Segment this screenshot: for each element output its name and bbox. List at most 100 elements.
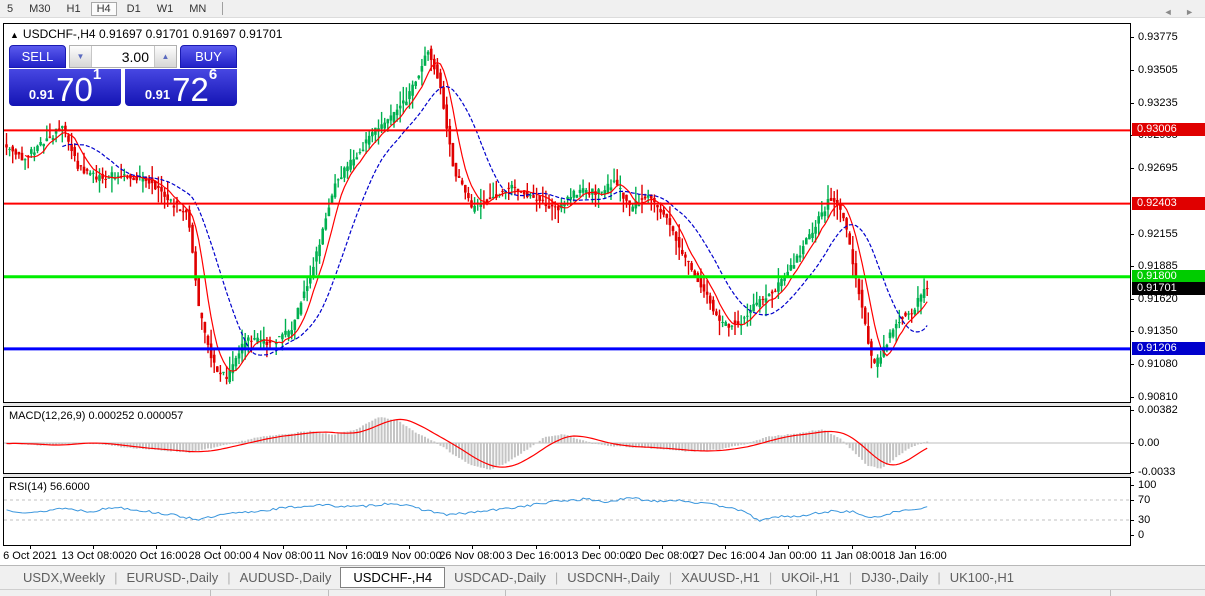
rsi-tick-label: 0	[1138, 529, 1145, 541]
price-tick-mark	[1130, 299, 1134, 300]
tab-usdx-weekly[interactable]: USDX,Weekly	[23, 570, 106, 585]
price-tick-label: 0.93505	[1138, 64, 1178, 76]
chart-tab-bar: USDX,Weekly | EURUSD-,Daily | AUDUSD-,Daily U…	[0, 565, 1205, 589]
time-tick-label: 20 Oct 16:00	[124, 550, 188, 562]
price-tick-mark	[1130, 266, 1134, 267]
buy-price-prefix: 0.91	[144, 87, 171, 102]
sell-price-box[interactable]: 0.91 70 1	[9, 67, 121, 106]
macd-chart-surface[interactable]	[4, 407, 1130, 473]
timeframe-button-5[interactable]: 5	[7, 2, 14, 15]
price-tick-label: 0.93775	[1138, 31, 1178, 43]
price-level-badge: 0.91206	[1132, 342, 1205, 355]
current-price-badge: 0.91701	[1132, 282, 1205, 295]
collapse-triangle-icon[interactable]: ▲	[10, 30, 19, 40]
tab-dj30-daily[interactable]: DJ30-,Daily	[861, 570, 929, 585]
tab-separator: |	[668, 570, 673, 585]
toolbar-separator	[222, 2, 224, 15]
rsi-panel: RSI(14) 56.6000	[3, 477, 1131, 546]
symbol-name: USDCHF-,H4	[22, 27, 96, 41]
price-tick-mark	[1130, 364, 1134, 365]
rsi-tick-label: 30	[1138, 514, 1151, 526]
time-tick-label: 4 Jan 00:00	[759, 550, 817, 562]
timeframe-button-w1[interactable]: W1	[156, 2, 174, 15]
time-tick-label: 26 Nov 08:00	[439, 550, 505, 562]
rsi-tick-mark	[1130, 520, 1134, 521]
price-axis: 0.937750.935050.932350.929650.926950.921…	[1130, 0, 1205, 596]
price-tick-label: 0.90810	[1138, 391, 1178, 403]
tab-ukoil-h1[interactable]: UKOil-,H1	[781, 570, 840, 585]
price-tick-mark	[1130, 234, 1134, 235]
timeframe-toolbar: 5 M30 H1 H4 D1 W1 MN	[0, 0, 1205, 18]
rsi-chart-surface[interactable]	[4, 478, 1130, 545]
tab-eurusd-daily[interactable]: EURUSD-,Daily	[126, 570, 219, 585]
price-tick-mark	[1130, 331, 1134, 332]
rsi-tick-label: 70	[1138, 494, 1151, 506]
buy-price-pip: 6	[208, 66, 218, 83]
status-bar-divider	[328, 590, 329, 596]
time-tick-mark	[915, 546, 916, 549]
macd-tick-mark	[1130, 472, 1134, 473]
buy-price-box[interactable]: 0.91 72 6	[125, 66, 237, 108]
sell-button[interactable]: SELL	[9, 45, 66, 68]
rsi-tick-label: 100	[1138, 479, 1157, 491]
time-tick-label: 27 Dec 16:00	[692, 550, 758, 562]
rsi-label: RSI(14) 56.6000	[9, 481, 90, 493]
tab-usdcnh-daily[interactable]: USDCNH-,Daily	[567, 570, 660, 585]
price-level-badge: 0.93006	[1132, 123, 1205, 136]
time-axis: 6 Oct 2021 13 Oct 08:00 20 Oct 16:00 28 Oct…	[0, 546, 1130, 564]
time-tick-mark	[93, 546, 94, 549]
timeframe-button-h1[interactable]: H1	[66, 2, 81, 15]
timeframe-button-mn[interactable]: MN	[189, 2, 207, 15]
tab-separator: |	[937, 570, 941, 585]
time-tick-label: 4 Nov 08:00	[253, 550, 313, 562]
macd-label: MACD(12,26,9) 0.000252 0.000057	[9, 410, 184, 422]
volume-increase-button[interactable]: ▲	[154, 46, 176, 67]
tab-usdchf-h4[interactable]: USDCHF-,H4	[340, 567, 446, 588]
status-bar	[0, 589, 1205, 596]
price-tick-mark	[1130, 103, 1134, 104]
time-tick-mark	[220, 546, 221, 549]
rsi-tick-mark	[1130, 500, 1134, 501]
time-tick-label: 13 Oct 08:00	[61, 550, 125, 562]
tab-usdcad-daily[interactable]: USDCAD-,Daily	[454, 570, 546, 585]
time-tick-mark	[409, 546, 410, 549]
time-tick-label: 19 Nov 00:00	[376, 550, 442, 562]
timeframe-button-d1[interactable]: D1	[126, 2, 141, 15]
price-tick-label: 0.91350	[1138, 325, 1178, 337]
timeframe-button-m30[interactable]: M30	[29, 2, 51, 15]
time-tick-mark	[788, 546, 789, 549]
time-tick-label: 13 Dec 00:00	[566, 550, 632, 562]
tab-separator: |	[848, 570, 853, 585]
symbol-info: ▲ USDCHF-,H4 0.91697 0.91701 0.91697 0.91…	[10, 27, 282, 41]
tab-audusd-daily[interactable]: AUDUSD-,Daily	[239, 570, 332, 585]
volume-input[interactable]	[92, 46, 154, 67]
time-tick-mark	[472, 546, 473, 549]
panel-splitter[interactable]	[3, 403, 1131, 406]
time-tick-mark	[725, 546, 726, 549]
price-tick-mark	[1130, 70, 1134, 71]
tab-uk100-h1[interactable]: UK100-,H1	[949, 570, 1015, 585]
time-tick-label: 20 Dec 08:00	[629, 550, 695, 562]
price-tick-label: 0.91080	[1138, 358, 1178, 370]
time-tick-mark	[346, 546, 347, 549]
main-chart-panel: ▲ USDCHF-,H4 0.91697 0.91701 0.91697 0.91…	[3, 23, 1131, 403]
price-level-badge: 0.91800	[1132, 270, 1205, 283]
tab-xauusd-h1[interactable]: XAUUSD-,H1	[681, 570, 760, 585]
timeframe-button-h4[interactable]: H4	[90, 1, 117, 16]
volume-decrease-button[interactable]: ▼	[70, 46, 92, 67]
buy-price-big: 72	[172, 71, 209, 108]
price-tick-mark	[1130, 168, 1134, 169]
tab-scroll-arrows[interactable]: ◄ ►	[1163, 7, 1199, 17]
time-tick-mark	[852, 546, 853, 549]
price-tick-label: 0.91620	[1138, 293, 1178, 305]
macd-values: 0.000252 0.000057	[88, 410, 184, 422]
buy-button[interactable]: BUY	[180, 45, 237, 68]
panel-splitter[interactable]	[3, 474, 1131, 477]
price-tick-mark	[1130, 37, 1134, 38]
status-bar-divider	[816, 590, 817, 596]
volume-spinner: ▼ ▲	[69, 45, 177, 68]
price-chart-surface[interactable]	[4, 24, 1130, 402]
price-tick-label: 0.93235	[1138, 97, 1178, 109]
status-bar-divider	[505, 590, 506, 596]
